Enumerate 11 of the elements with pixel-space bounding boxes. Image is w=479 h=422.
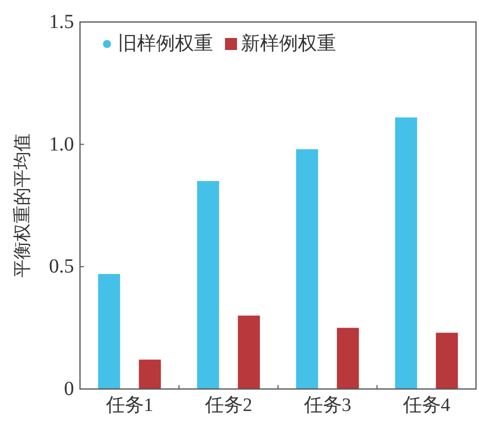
x-tick-label: 任务4 [402, 395, 451, 416]
legend-label: 旧样例权重 [118, 34, 213, 54]
x-tick-label: 任务1 [104, 395, 154, 416]
y-tick-label: 1.0 [49, 133, 74, 156]
x-tick-label: 任务3 [302, 395, 352, 416]
legend-label: 新样例权重 [241, 32, 336, 54]
y-axis-title: 平衡权重的平均值 [12, 134, 32, 278]
y-tick-label: 0 [64, 378, 74, 400]
x-tick-label: 任务2 [204, 395, 252, 416]
y-tick-label: 0.5 [49, 256, 74, 278]
y-tick-label: 1.5 [49, 11, 74, 33]
